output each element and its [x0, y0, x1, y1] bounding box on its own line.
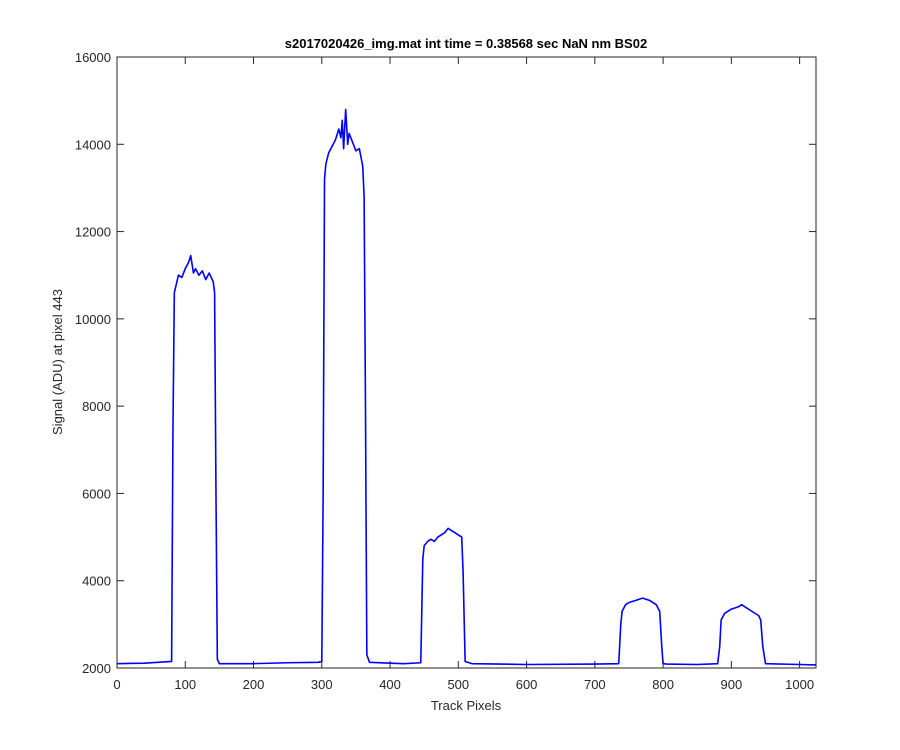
y-tick-label: 8000	[82, 399, 111, 414]
y-tick-label: 4000	[82, 574, 111, 589]
x-tick-label: 600	[516, 677, 538, 692]
x-axis-label: Track Pixels	[431, 698, 502, 713]
x-tick-label: 300	[311, 677, 333, 692]
y-tick-label: 6000	[82, 486, 111, 501]
plot-frame	[116, 56, 817, 669]
x-tick-label: 400	[379, 677, 401, 692]
x-tick-label: 100	[174, 677, 196, 692]
chart-title: s2017020426_img.mat int time = 0.38568 s…	[285, 36, 647, 51]
plot-area	[117, 57, 816, 668]
x-tick-label: 800	[652, 677, 674, 692]
y-axis-label: Signal (ADU) at pixel 443	[50, 289, 65, 435]
x-tick-label: 200	[243, 677, 265, 692]
x-axis-ticks: 0 100 200 300 400 500 600 700 800 900 1000	[113, 57, 814, 692]
x-tick-label: 0	[113, 677, 120, 692]
x-tick-label: 1000	[785, 677, 814, 692]
x-tick-label: 500	[447, 677, 469, 692]
x-tick-label: 900	[721, 677, 743, 692]
y-tick-label: 12000	[75, 225, 111, 240]
series-line	[116, 108, 817, 666]
y-tick-label: 10000	[75, 312, 111, 327]
y-axis-ticks: 2000 4000 6000 8000 10000 12000 14000 16000	[75, 50, 816, 676]
y-tick-label: 16000	[75, 50, 111, 65]
x-tick-label: 700	[584, 677, 606, 692]
y-tick-label: 2000	[82, 661, 111, 676]
y-tick-label: 14000	[75, 137, 111, 152]
